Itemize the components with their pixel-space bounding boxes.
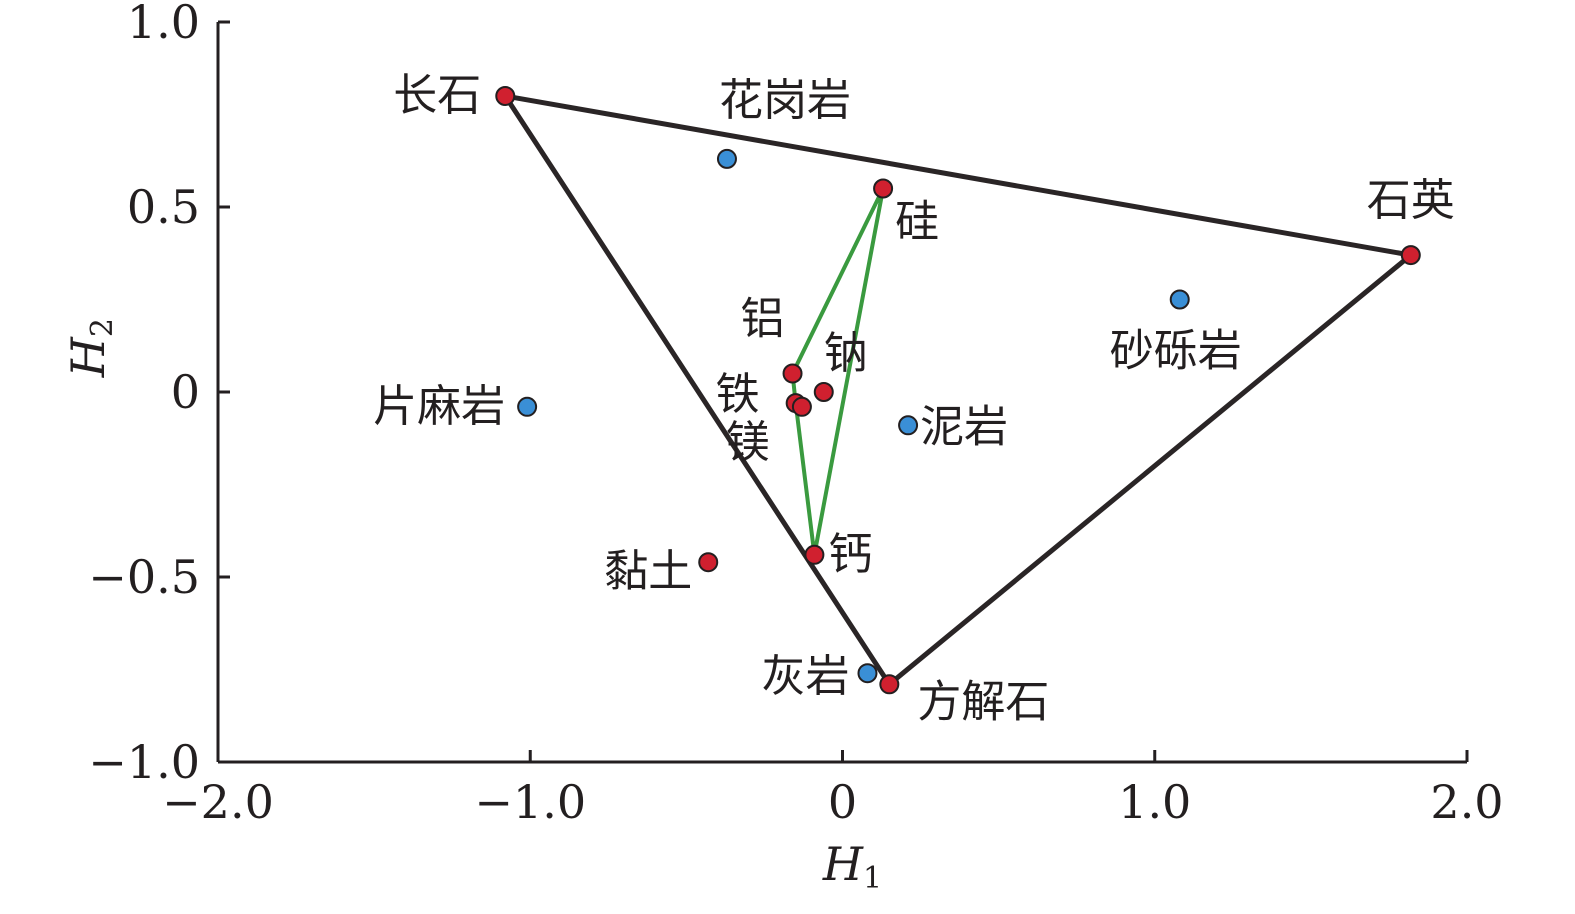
mineral-point <box>495 86 516 106</box>
point-label: 钙 <box>828 529 872 580</box>
rock-point <box>898 415 919 436</box>
y-tick-label: 0.5 <box>127 180 200 234</box>
rock-point <box>1169 289 1190 310</box>
point-label: 镁 <box>726 417 770 468</box>
y-tick-label: 0 <box>171 365 200 419</box>
point-label: 石英 <box>1367 175 1455 226</box>
mineral-point <box>698 552 719 573</box>
point-label: 钠 <box>824 328 868 379</box>
x-axis-label: H1 <box>822 837 882 896</box>
points-layer <box>495 86 1421 695</box>
mineral-triangle <box>502 93 1414 687</box>
mineral-point <box>873 178 894 199</box>
y-tick-label: −0.5 <box>88 550 200 604</box>
point-label: 砂砾岩 <box>1110 326 1242 377</box>
mineral-point <box>782 363 803 384</box>
point-label: 花岗岩 <box>719 75 851 126</box>
y-axis-label: H2 <box>61 318 120 378</box>
x-tick-label: −2.0 <box>162 775 274 829</box>
rock-point <box>716 148 737 169</box>
y-tick-label: −1.0 <box>88 735 200 789</box>
rock-point <box>857 663 878 684</box>
mineral-point <box>804 544 825 565</box>
x-tick-label: −1.0 <box>474 775 586 829</box>
point-label: 方解石 <box>917 676 1049 727</box>
point-label: 泥岩 <box>920 401 1008 452</box>
point-label: 硅 <box>895 197 939 248</box>
point-label: 铝 <box>741 294 785 345</box>
mineral-point <box>813 382 834 402</box>
rock-point <box>517 396 538 417</box>
x-tick-label: 0 <box>828 775 857 829</box>
point-label: 灰岩 <box>761 651 849 702</box>
y-tick-label: 1.0 <box>127 0 200 49</box>
point-label: 铁 <box>716 369 760 420</box>
point-label: 黏土 <box>604 546 692 597</box>
point-label: 片麻岩 <box>373 381 505 432</box>
mineral-point <box>791 396 812 417</box>
mineral-point <box>879 674 900 695</box>
x-tick-label: 2.0 <box>1430 775 1503 829</box>
point-label: 长石 <box>393 70 481 121</box>
mineral-point <box>1400 245 1421 266</box>
x-tick-label: 1.0 <box>1118 775 1191 829</box>
